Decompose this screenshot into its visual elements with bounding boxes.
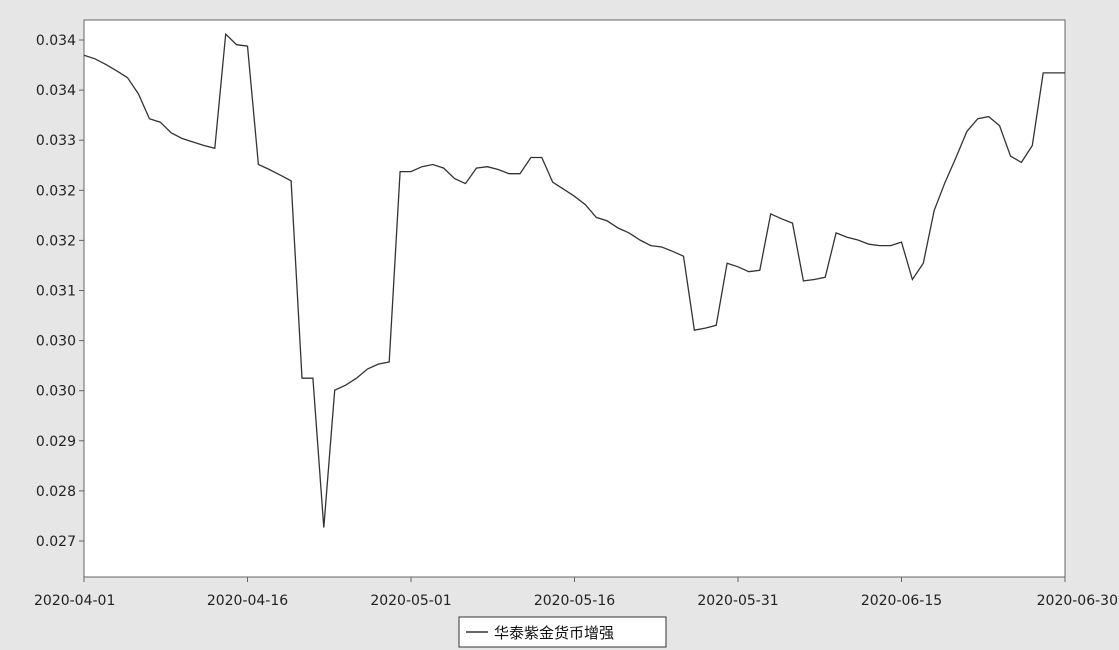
x-tick-label: 2020-04-16 (207, 593, 288, 609)
y-tick-label: 0.027 (36, 534, 76, 550)
x-tick-label: 2020-06-15 (861, 593, 942, 609)
x-tick-label: 2020-06-30 (1037, 593, 1118, 609)
y-tick-label: 0.028 (36, 484, 76, 500)
y-axis: 0.027 0.028 0.029 0.030 0.030 0.031 0.032 0.032… (36, 33, 84, 550)
legend-label: 华泰紫金货币增强 (494, 624, 614, 642)
y-tick-label: 0.032 (36, 183, 76, 199)
y-tick-label: 0.034 (36, 83, 76, 99)
x-tick-label: 2020-05-01 (370, 593, 451, 609)
x-tick-label: 2020-05-31 (697, 593, 778, 609)
x-tick-label: 2020-04-01 (34, 593, 115, 609)
x-tick-label: 2020-05-16 (534, 593, 615, 609)
y-tick-label: 0.030 (36, 384, 76, 400)
plot-area (83, 19, 1066, 578)
y-tick-label: 0.031 (36, 284, 76, 300)
legend: 华泰紫金货币增强 (458, 616, 667, 648)
y-tick-label: 0.034 (36, 33, 76, 49)
legend-box (458, 616, 667, 648)
y-tick-label: 0.029 (36, 434, 76, 450)
y-tick-label: 0.033 (36, 133, 76, 149)
y-tick-label: 0.030 (36, 334, 76, 350)
x-axis: 2020-04-01 2020-04-16 2020-05-01 2020-05-16… (34, 577, 1118, 609)
series-line-0 (83, 32, 1065, 528)
y-tick-label: 0.032 (36, 233, 76, 249)
